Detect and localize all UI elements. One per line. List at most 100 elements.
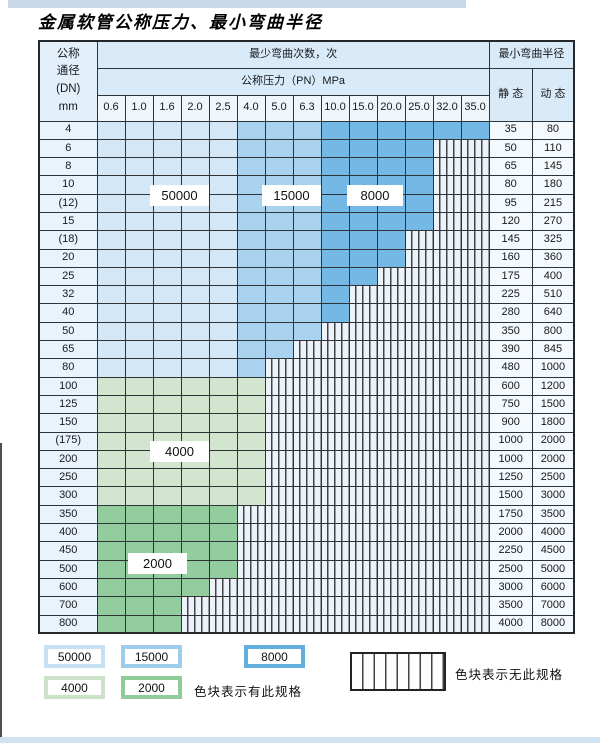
static-radius-cell: 2500 (488, 559, 533, 579)
static-radius-cell: 1000 (488, 449, 533, 470)
spec-available-cell (404, 120, 434, 140)
no-spec-cell (320, 577, 350, 598)
dynamic-radius-cell: 800 (531, 321, 575, 342)
spec-available-cell (376, 248, 406, 268)
no-spec-cell (460, 266, 490, 287)
no-spec-cell (404, 413, 434, 433)
no-spec-cell (432, 138, 462, 159)
no-spec-cell (460, 157, 490, 177)
spec-available-cell (96, 175, 126, 195)
no-spec-cell (292, 486, 322, 506)
dn-value-cell: 450 (38, 541, 98, 561)
spec-available-cell (264, 230, 294, 250)
no-spec-cell (264, 504, 294, 525)
dynamic-radius-cell: 510 (531, 285, 575, 305)
no-spec-cell (460, 340, 490, 360)
legend-box-4000: 4000 (44, 676, 105, 699)
no-spec-cell (320, 413, 350, 433)
no-spec-cell (208, 614, 238, 634)
no-spec-cell (208, 577, 238, 598)
spec-available-cell (236, 248, 266, 268)
no-spec-cell (376, 340, 406, 360)
spec-available-cell (208, 486, 238, 506)
dn-value-cell: 80 (38, 358, 98, 378)
no-spec-cell (432, 376, 462, 396)
dynamic-radius-cell: 3500 (531, 504, 575, 525)
no-spec-cell (460, 486, 490, 506)
spec-available-cell (180, 285, 210, 305)
spec-available-cell (236, 285, 266, 305)
spec-available-cell (236, 486, 266, 506)
no-spec-cell (292, 504, 322, 525)
dn-value-cell: 40 (38, 303, 98, 323)
static-radius-cell: 4000 (488, 614, 533, 634)
no-spec-cell (404, 321, 434, 342)
spec-available-cell (152, 211, 182, 232)
spec-available-cell (320, 175, 350, 195)
pressure-tick: 20.0 (376, 94, 406, 122)
no-spec-cell (320, 541, 350, 561)
spec-available-cell (292, 230, 322, 250)
table-row: 400 2000 4000 (38, 523, 575, 543)
no-spec-cell (264, 413, 294, 433)
spec-available-cell (236, 193, 266, 213)
no-spec-cell (432, 523, 462, 543)
spec-available-cell (264, 248, 294, 268)
spec-available-cell (292, 303, 322, 323)
spec-available-cell (180, 266, 210, 287)
no-spec-cell (376, 449, 406, 470)
no-spec-cell (292, 449, 322, 470)
spec-available-cell (348, 120, 378, 140)
pressure-tick: 2.0 (180, 94, 210, 122)
spec-available-cell (124, 413, 154, 433)
dn-value-cell: 25 (38, 266, 98, 287)
hose-spec-table: 公称 通径 (DN) mm 最少弯曲次数，次 最小弯曲半径 公称压力（PN）MP… (38, 40, 576, 635)
spec-available-cell (96, 230, 126, 250)
no-spec-cell (460, 596, 490, 616)
no-spec-cell (264, 541, 294, 561)
spec-available-cell (236, 157, 266, 177)
spec-available-cell (320, 138, 350, 159)
no-spec-cell (432, 358, 462, 378)
no-spec-cell (404, 376, 434, 396)
no-spec-cell (404, 468, 434, 488)
spec-available-cell (180, 394, 210, 415)
no-spec-cell (376, 321, 406, 342)
spec-available-cell (320, 248, 350, 268)
spec-available-cell (208, 230, 238, 250)
spec-available-cell (180, 559, 210, 579)
dn-value-cell: 4 (38, 120, 98, 140)
no-spec-cell (320, 340, 350, 360)
pressure-tick: 1.0 (124, 94, 154, 122)
no-spec-cell (292, 577, 322, 598)
no-spec-cell (264, 394, 294, 415)
spec-available-cell (96, 211, 126, 232)
no-spec-cell (404, 248, 434, 268)
spec-available-cell (124, 523, 154, 543)
pressure-tick: 25.0 (404, 94, 434, 122)
table-row: 80 480 1000 (38, 358, 575, 378)
spec-available-cell (236, 321, 266, 342)
no-spec-cell (376, 376, 406, 396)
spec-available-cell (124, 449, 154, 470)
legend-box-2000: 2000 (121, 676, 182, 699)
no-spec-cell (264, 559, 294, 579)
table-row: 50 350 800 (38, 321, 575, 342)
no-spec-cell (404, 230, 434, 250)
dynamic-column-header: 动 态 (531, 67, 575, 122)
scan-edge-artifact (0, 443, 2, 737)
spec-available-cell (152, 596, 182, 616)
spec-available-cell (152, 321, 182, 342)
static-radius-cell: 1000 (488, 431, 533, 451)
spec-available-cell (96, 559, 126, 579)
dn-value-cell: 250 (38, 468, 98, 488)
spec-available-cell (236, 468, 266, 488)
spec-available-cell (96, 596, 126, 616)
spec-available-cell (124, 211, 154, 232)
no-spec-cell (404, 431, 434, 451)
spec-available-cell (264, 340, 294, 360)
no-spec-cell (348, 303, 378, 323)
static-radius-cell: 95 (488, 193, 533, 213)
dynamic-radius-cell: 1000 (531, 358, 575, 378)
spec-available-cell (208, 449, 238, 470)
